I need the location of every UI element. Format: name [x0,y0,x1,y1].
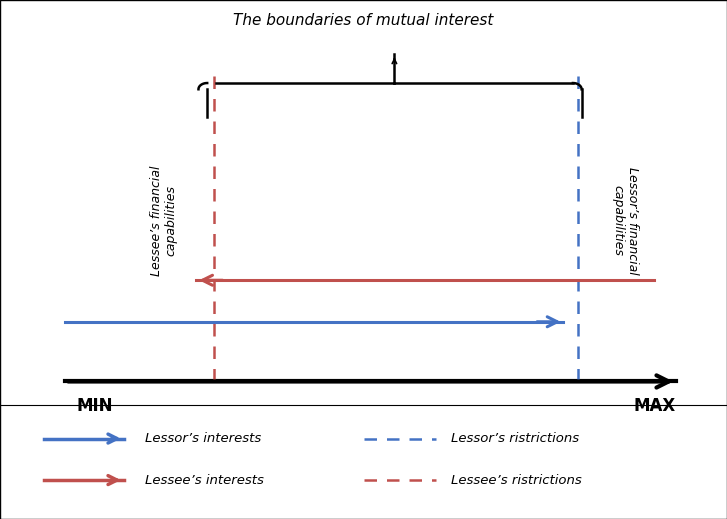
Text: Lessor’s financial
capabilities: Lessor’s financial capabilities [611,167,639,275]
Text: Lessor’s interests: Lessor’s interests [145,432,262,445]
Text: MIN: MIN [76,397,113,415]
Text: MAX: MAX [633,397,675,415]
Text: Lessee’s ristrictions: Lessee’s ristrictions [451,473,582,487]
Text: Lessee’s financial
capabilities: Lessee’s financial capabilities [150,166,177,276]
Text: Lessor’s ristrictions: Lessor’s ristrictions [451,432,579,445]
Text: The boundaries of mutual interest: The boundaries of mutual interest [233,13,494,28]
Text: Lessee’s interests: Lessee’s interests [145,473,265,487]
